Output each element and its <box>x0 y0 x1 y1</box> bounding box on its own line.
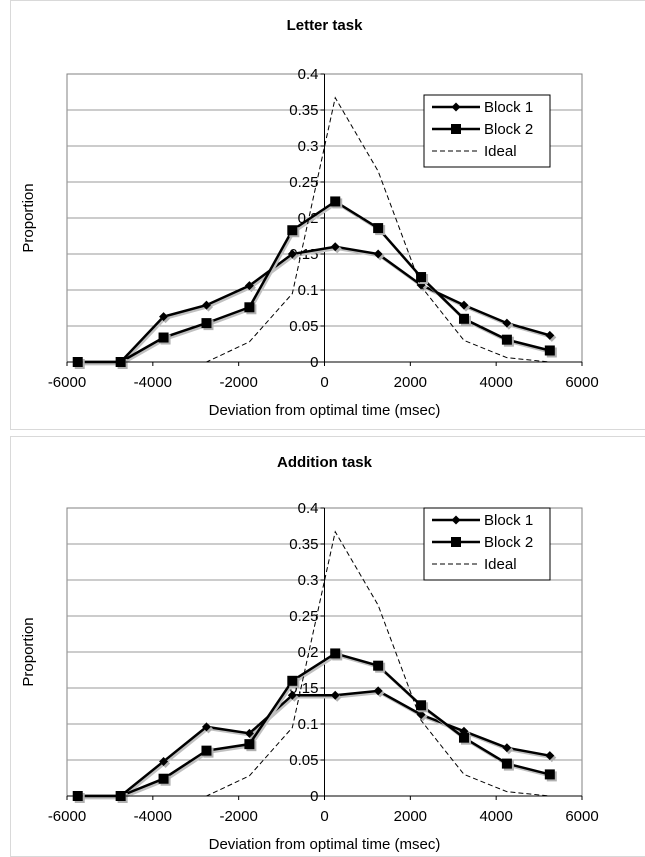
series-block-1-point <box>244 728 254 738</box>
series-block-2-point <box>458 732 469 743</box>
x-tick-label: 4000 <box>479 808 512 825</box>
x-tick-label: -2000 <box>219 808 257 825</box>
x-tick-label: 2000 <box>394 374 427 391</box>
chart-title: Letter task <box>287 17 364 34</box>
y-tick-label: 0.1 <box>298 282 319 299</box>
y-tick-label: 0.1 <box>298 716 319 733</box>
series-block-2-line <box>77 652 551 798</box>
series-block-2-point <box>544 769 555 780</box>
x-tick-label: 6000 <box>565 808 598 825</box>
legend-block-2-marker <box>451 124 461 134</box>
series-block-2-point <box>287 225 298 236</box>
legend-label: Block 2 <box>484 121 533 138</box>
x-tick-label: 0 <box>320 808 328 825</box>
series-block-2-point <box>201 745 212 756</box>
series-block-2-point <box>373 660 384 671</box>
y-tick-label: 0.35 <box>289 102 318 119</box>
y-tick-label: 0.05 <box>289 318 318 335</box>
y-tick-label: 0.4 <box>298 66 319 83</box>
x-tick-label: -2000 <box>219 374 257 391</box>
y-tick-label: 0.25 <box>289 174 318 191</box>
series-block-1-point <box>373 686 383 696</box>
y-tick-label: 0.3 <box>298 138 319 155</box>
series-block-2-point <box>158 332 169 343</box>
series-block-1-point <box>201 300 211 310</box>
series-block-2-point <box>158 773 169 784</box>
series-block-1-point <box>330 242 340 252</box>
legend-label: Block 2 <box>484 534 533 551</box>
series-block-2-line <box>77 199 551 364</box>
series-block-1-point <box>159 756 169 766</box>
series-block-1-line <box>77 689 551 798</box>
chart-area-border <box>10 0 645 430</box>
series-block-2-point <box>244 739 255 750</box>
series-block-1-point <box>330 690 340 700</box>
chart-title: Addition task <box>277 454 373 471</box>
series-block-1-point <box>287 690 297 700</box>
letter-task-chart: Letter task00.050.10.150.20.250.30.350.4… <box>20 17 599 419</box>
series-block-2-point <box>201 318 212 329</box>
series-block-1-shadow <box>79 691 552 800</box>
x-tick-label: -6000 <box>48 808 86 825</box>
series-block-2-point <box>373 223 384 234</box>
y-tick-label: 0.2 <box>298 644 319 661</box>
series-block-2-point <box>287 675 298 686</box>
y-tick-label: 0.35 <box>289 536 318 553</box>
series-block-1-point <box>416 710 426 720</box>
x-tick-label: 2000 <box>394 808 427 825</box>
x-tick-label: -6000 <box>48 374 86 391</box>
addition-task-chart: Addition task00.050.10.150.20.250.30.350… <box>20 454 599 853</box>
x-tick-label: 0 <box>320 374 328 391</box>
series-block-1-point <box>287 249 297 259</box>
series-block-2-point <box>416 272 427 283</box>
legend-label: Ideal <box>484 556 517 573</box>
series-block-2-point <box>330 196 341 207</box>
series-block-1-point <box>201 722 211 732</box>
series-block-1-line <box>77 245 551 364</box>
series-block-1-point <box>244 281 254 291</box>
series-block-1-point <box>373 249 383 259</box>
series-block-1-point <box>502 318 512 328</box>
y-tick-label: 0 <box>310 788 318 805</box>
y-tick-label: 0 <box>310 354 318 371</box>
x-tick-label: 4000 <box>479 374 512 391</box>
series-block-2-point <box>244 302 255 313</box>
legend-label: Ideal <box>484 143 517 160</box>
series-block-1-point <box>159 312 169 322</box>
series-block-2-point <box>458 313 469 324</box>
series-block-2-point <box>544 345 555 356</box>
y-tick-label: 0.3 <box>298 572 319 589</box>
letter-task-chart-panel: Letter task 0 0.05 0.1 0.15 0.2 0.25 0.3 0.35 0.4… <box>10 0 645 430</box>
y-axis-label: Proportion <box>20 183 37 252</box>
x-axis-label: Deviation from optimal time (msec) <box>209 402 441 419</box>
x-axis-label: Deviation from optimal time (msec) <box>209 836 441 853</box>
series-block-1-point <box>545 751 555 761</box>
legend-block-1-marker <box>451 515 461 525</box>
x-tick-label: -4000 <box>134 374 172 391</box>
y-tick-label: 0.4 <box>298 500 319 517</box>
addition-task-chart-panel: Addition task 0 0.05 0.1 0.15 0.2 0.25 0.3 0.35 0… <box>0 436 645 857</box>
series-block-1-point <box>459 300 469 310</box>
series-block-2-point <box>501 334 512 345</box>
legend-block-2-marker <box>451 537 461 547</box>
legend-label: Block 1 <box>484 512 533 529</box>
series-block-1-point <box>502 743 512 753</box>
legend-block-1-marker <box>451 102 461 112</box>
x-tick-label: -4000 <box>134 808 172 825</box>
y-tick-label: 0.05 <box>289 752 318 769</box>
series-block-2-point <box>416 700 427 711</box>
y-tick-label: 0.25 <box>289 608 318 625</box>
series-block-1-shadow <box>79 247 552 366</box>
series-ideal-line <box>77 96 550 363</box>
x-tick-label: 6000 <box>565 374 598 391</box>
series-block-1-point <box>545 330 555 340</box>
y-axis-label: Proportion <box>20 617 37 686</box>
legend-label: Block 1 <box>484 99 533 116</box>
series-block-2-point <box>501 758 512 769</box>
series-block-2-point <box>330 648 341 659</box>
series-ideal-line <box>77 530 550 797</box>
